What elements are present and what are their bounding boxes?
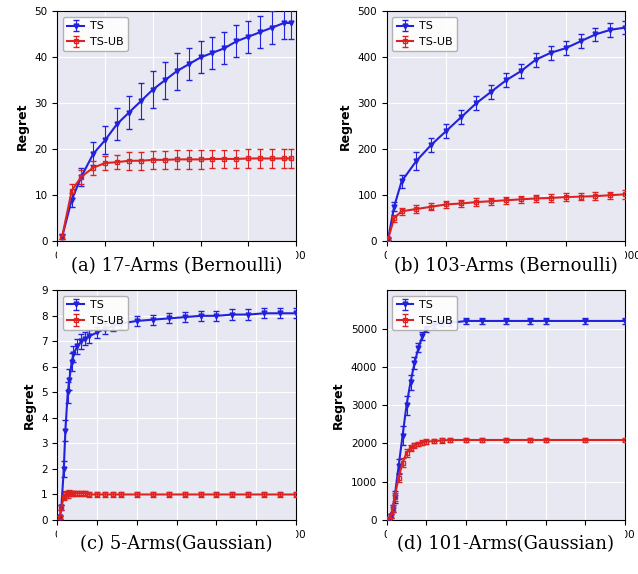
X-axis label: Round: Round bbox=[484, 266, 528, 280]
Y-axis label: Regret: Regret bbox=[332, 381, 345, 429]
Y-axis label: Regret: Regret bbox=[16, 103, 29, 150]
Legend: TS, TS-UB: TS, TS-UB bbox=[63, 17, 128, 52]
Text: (d) 101-Arms(Gaussian): (d) 101-Arms(Gaussian) bbox=[397, 536, 614, 553]
Text: (b) 103-Arms (Bernoulli): (b) 103-Arms (Bernoulli) bbox=[394, 257, 618, 275]
Legend: TS, TS-UB: TS, TS-UB bbox=[392, 296, 457, 330]
Legend: TS, TS-UB: TS, TS-UB bbox=[63, 296, 128, 330]
Legend: TS, TS-UB: TS, TS-UB bbox=[392, 17, 457, 52]
Text: (a) 17-Arms (Bernoulli): (a) 17-Arms (Bernoulli) bbox=[71, 257, 283, 275]
Y-axis label: Regret: Regret bbox=[339, 103, 352, 150]
X-axis label: Round: Round bbox=[154, 266, 199, 280]
Text: (c) 5-Arms(Gaussian): (c) 5-Arms(Gaussian) bbox=[80, 536, 273, 553]
X-axis label: Round: Round bbox=[484, 545, 528, 559]
X-axis label: Round: Round bbox=[154, 545, 199, 559]
Y-axis label: Regret: Regret bbox=[22, 381, 36, 429]
